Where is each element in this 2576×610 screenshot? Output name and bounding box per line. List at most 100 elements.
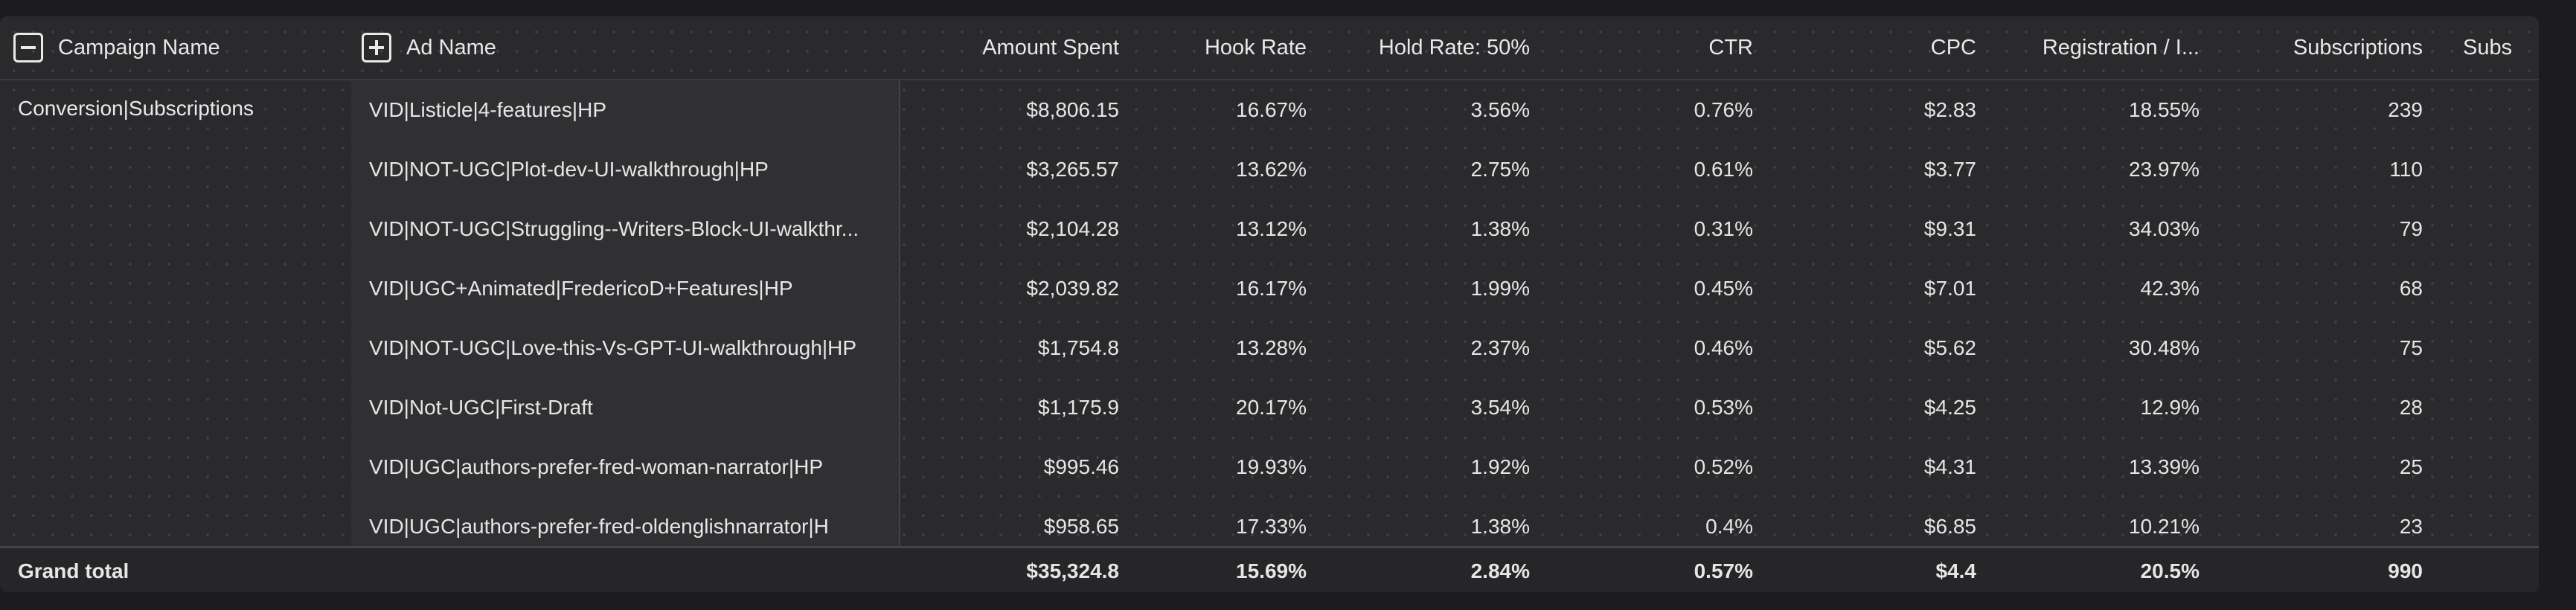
subscriptions-cell: 25 bbox=[2399, 455, 2423, 478]
header-ad-label: Ad Name bbox=[406, 35, 496, 60]
table-header: Campaign Name Ad Name Amount Spent Hook … bbox=[0, 16, 2539, 80]
ad-name-column bbox=[351, 80, 899, 546]
cpc-cell: $4.25 bbox=[1923, 396, 1976, 419]
hold-rate-cell: 1.38% bbox=[1470, 217, 1530, 240]
header-subscriptions[interactable]: Subscriptions bbox=[2243, 16, 2423, 80]
hook-rate-cell: 16.67% bbox=[1236, 98, 1307, 121]
hook-rate-cell: 13.12% bbox=[1236, 217, 1307, 240]
cpc-cell: $2.83 bbox=[1923, 98, 1976, 121]
grand-total-label: Grand total bbox=[18, 559, 129, 582]
header-hook-rate-label: Hook Rate bbox=[1204, 35, 1307, 60]
header-ad-name[interactable]: Ad Name bbox=[362, 16, 882, 79]
registration-cell: 10.21% bbox=[2129, 515, 2199, 538]
registration-cell: 42.3% bbox=[2140, 277, 2199, 300]
ctr-cell: 0.53% bbox=[1694, 396, 1753, 419]
table-row[interactable]: VID|Not-UGC|First-Draft $1,175.9 20.17% … bbox=[351, 378, 2539, 437]
subscriptions-cell: 79 bbox=[2399, 217, 2423, 240]
table-row[interactable]: VID|UGC+Animated|FredericoD+Features|HP … bbox=[351, 259, 2539, 318]
hold-rate-cell: 1.99% bbox=[1470, 277, 1530, 300]
expand-icon[interactable] bbox=[362, 33, 391, 62]
registration-cell: 34.03% bbox=[2129, 217, 2199, 240]
header-cpc-label: CPC bbox=[1930, 35, 1976, 60]
header-amount-spent[interactable]: Amount Spent bbox=[899, 16, 1119, 80]
ad-name-cell[interactable]: VID|UGC|authors-prefer-fred-woman-narrat… bbox=[369, 455, 823, 478]
subscriptions-cell: 28 bbox=[2399, 396, 2423, 419]
cpc-cell: $4.31 bbox=[1923, 455, 1976, 478]
amount-spent-cell: $8,806.15 bbox=[1026, 98, 1119, 121]
amount-spent-cell: $1,754.8 bbox=[1038, 336, 1119, 359]
header-hold-rate-label: Hold Rate: 50% bbox=[1378, 35, 1530, 60]
collapse-icon[interactable] bbox=[13, 33, 43, 62]
table-row[interactable]: VID|NOT-UGC|Plot-dev-UI-walkthrough|HP $… bbox=[351, 140, 2539, 199]
header-registration-label: Registration / I... bbox=[2042, 35, 2199, 60]
header-campaign-name[interactable]: Campaign Name bbox=[13, 16, 341, 79]
subscriptions-cell: 75 bbox=[2399, 336, 2423, 359]
registration-cell: 30.48% bbox=[2129, 336, 2199, 359]
cpc-cell: $3.77 bbox=[1923, 158, 1976, 181]
header-ctr[interactable]: CTR bbox=[1573, 16, 1753, 80]
total-hold-rate: 2.84% bbox=[1470, 559, 1530, 582]
hold-rate-cell: 2.37% bbox=[1470, 336, 1530, 359]
table-row[interactable]: VID|Listicle|4-features|HP $8,806.15 16.… bbox=[351, 80, 2539, 140]
hook-rate-cell: 13.28% bbox=[1236, 336, 1307, 359]
ctr-cell: 0.46% bbox=[1694, 336, 1753, 359]
ad-name-cell[interactable]: VID|UGC+Animated|FredericoD+Features|HP bbox=[369, 277, 793, 300]
ctr-cell: 0.61% bbox=[1694, 158, 1753, 181]
registration-cell: 23.97% bbox=[2129, 158, 2199, 181]
header-cpc[interactable]: CPC bbox=[1796, 16, 1976, 80]
ad-name-cell[interactable]: VID|NOT-UGC|Plot-dev-UI-walkthrough|HP bbox=[369, 158, 769, 181]
subscriptions-cell: 68 bbox=[2399, 277, 2423, 300]
header-subscriptions-label: Subscriptions bbox=[2293, 35, 2423, 60]
ctr-cell: 0.4% bbox=[1705, 515, 1753, 538]
registration-cell: 12.9% bbox=[2140, 396, 2199, 419]
header-campaign-label: Campaign Name bbox=[58, 35, 220, 60]
header-registration[interactable]: Registration / I... bbox=[2019, 16, 2199, 80]
table-row[interactable]: VID|NOT-UGC|Struggling--Writers-Block-UI… bbox=[351, 199, 2539, 259]
table-body[interactable]: VID|Listicle|4-features|HP $8,806.15 16.… bbox=[351, 80, 2539, 546]
header-amount-spent-label: Amount Spent bbox=[982, 35, 1119, 60]
ad-name-cell[interactable]: VID|Not-UGC|First-Draft bbox=[369, 396, 593, 419]
ctr-cell: 0.45% bbox=[1694, 277, 1753, 300]
total-subscriptions: 990 bbox=[2388, 559, 2423, 582]
hook-rate-cell: 17.33% bbox=[1236, 515, 1307, 538]
registration-cell: 18.55% bbox=[2129, 98, 2199, 121]
total-cpc: $4.4 bbox=[1935, 559, 1977, 582]
header-hook-rate[interactable]: Hook Rate bbox=[1127, 16, 1307, 80]
cpc-cell: $7.01 bbox=[1923, 277, 1976, 300]
header-subs-label: Subs bbox=[2463, 35, 2513, 60]
hold-rate-cell: 3.54% bbox=[1470, 396, 1530, 419]
hold-rate-cell: 2.75% bbox=[1470, 158, 1530, 181]
subscriptions-cell: 239 bbox=[2388, 98, 2423, 121]
amount-spent-cell: $2,104.28 bbox=[1026, 217, 1119, 240]
cpc-cell: $6.85 bbox=[1923, 515, 1976, 538]
header-ctr-label: CTR bbox=[1708, 35, 1753, 60]
ctr-cell: 0.31% bbox=[1694, 217, 1753, 240]
ctr-cell: 0.52% bbox=[1694, 455, 1753, 478]
pivot-table: Campaign Name Ad Name Amount Spent Hook … bbox=[0, 16, 2539, 592]
hold-rate-cell: 1.92% bbox=[1470, 455, 1530, 478]
amount-spent-cell: $958.65 bbox=[1043, 515, 1119, 538]
table-row[interactable]: VID|UGC|authors-prefer-fred-oldenglishna… bbox=[351, 497, 2539, 546]
ctr-cell: 0.76% bbox=[1694, 98, 1753, 121]
frozen-column-divider bbox=[899, 80, 900, 592]
ad-name-cell[interactable]: VID|Listicle|4-features|HP bbox=[369, 98, 607, 121]
hook-rate-cell: 13.62% bbox=[1236, 158, 1307, 181]
header-subs-truncated[interactable]: Subs bbox=[2463, 16, 2539, 79]
header-hold-rate[interactable]: Hold Rate: 50% bbox=[1350, 16, 1530, 80]
campaign-name-cell[interactable]: Conversion|Subscriptions bbox=[18, 97, 254, 120]
hold-rate-cell: 3.56% bbox=[1470, 98, 1530, 121]
amount-spent-cell: $995.46 bbox=[1043, 455, 1119, 478]
amount-spent-cell: $2,039.82 bbox=[1026, 277, 1119, 300]
hook-rate-cell: 20.17% bbox=[1236, 396, 1307, 419]
ad-name-cell[interactable]: VID|NOT-UGC|Love-this-Vs-GPT-UI-walkthro… bbox=[369, 336, 857, 359]
ad-name-cell[interactable]: VID|UGC|authors-prefer-fred-oldenglishna… bbox=[369, 515, 829, 538]
table-row[interactable]: VID|UGC|authors-prefer-fred-woman-narrat… bbox=[351, 437, 2539, 497]
ad-name-cell[interactable]: VID|NOT-UGC|Struggling--Writers-Block-UI… bbox=[369, 217, 859, 240]
table-row[interactable]: VID|NOT-UGC|Love-this-Vs-GPT-UI-walkthro… bbox=[351, 318, 2539, 378]
hold-rate-cell: 1.38% bbox=[1470, 515, 1530, 538]
total-registration: 20.5% bbox=[2140, 559, 2199, 582]
grand-total-row: Grand total $35,324.8 15.69% 2.84% 0.57%… bbox=[0, 546, 2539, 592]
total-amount-spent: $35,324.8 bbox=[1026, 559, 1119, 582]
total-ctr: 0.57% bbox=[1694, 559, 1753, 582]
hook-rate-cell: 19.93% bbox=[1236, 455, 1307, 478]
